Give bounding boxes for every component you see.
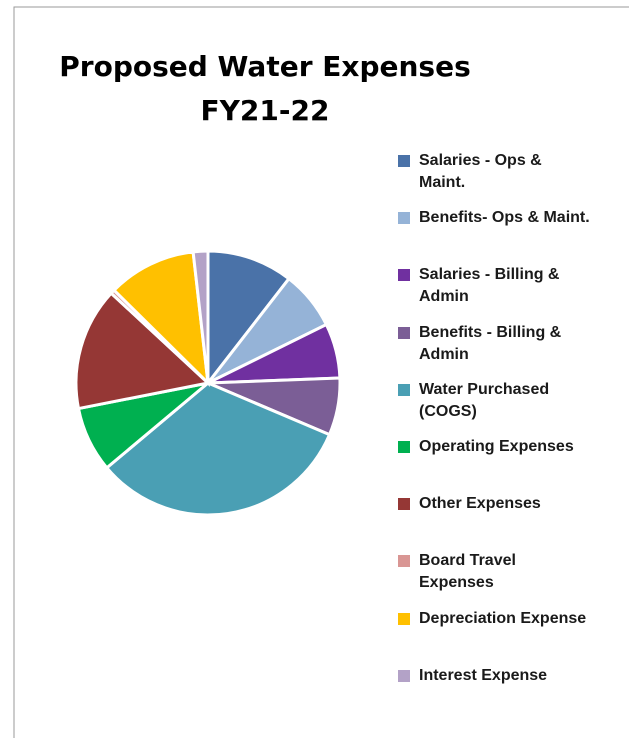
legend-item: Interest Expense [398, 665, 593, 687]
legend-swatch [398, 612, 410, 625]
legend-label: Interest Expense [419, 666, 548, 684]
legend-item: Benefits - Billing & Admin [398, 322, 593, 366]
legend-label: Benefits - Billing & Admin [419, 323, 562, 363]
legend-label: Salaries - Ops & Maint. [419, 152, 542, 191]
legend-label: Operating Expenses [419, 438, 574, 455]
legend-swatch [398, 383, 410, 396]
pie-slice [104, 381, 332, 517]
legend-label: Benefits- Ops & Maint. [419, 209, 590, 227]
legend-swatch [398, 212, 410, 225]
frame [13, 6, 629, 738]
legend-item: Depreciation Expense [398, 608, 593, 630]
legend-label: Depreciation Expense [419, 609, 587, 627]
legend-swatch [398, 441, 410, 453]
pie-slice [191, 249, 210, 384]
legend-item: Salaries - Billing & Admin [398, 264, 593, 308]
legend-item: Board Travel Expenses [398, 550, 593, 594]
legend-item: Benefits- Ops & Maint. [398, 207, 593, 229]
pie-slice [206, 249, 292, 388]
legend-label: Water Purchased (COGS) [419, 380, 550, 420]
legend-swatch [398, 326, 410, 339]
legend-swatch [398, 155, 410, 167]
legend-swatch [398, 555, 410, 568]
legend-item: Operating Expenses [398, 436, 593, 458]
legend-swatch [398, 498, 410, 511]
legend-label: Salaries - Billing & Admin [419, 266, 560, 306]
legend-item: Salaries - Ops & Maint. [398, 150, 593, 194]
legend-swatch [398, 669, 410, 682]
chart-title: FY21-22 [201, 94, 330, 127]
legend-swatch [398, 269, 410, 282]
legend-label: Other Expenses [419, 495, 541, 513]
legend-item: Water Purchased (COGS) [398, 379, 593, 423]
pie-slice [74, 291, 212, 411]
chart-title: Proposed Water Expenses [59, 50, 470, 83]
legend-item: Other Expenses [398, 493, 593, 515]
legend-label: Board Travel Expenses [419, 552, 516, 592]
pie-slice [111, 250, 210, 388]
